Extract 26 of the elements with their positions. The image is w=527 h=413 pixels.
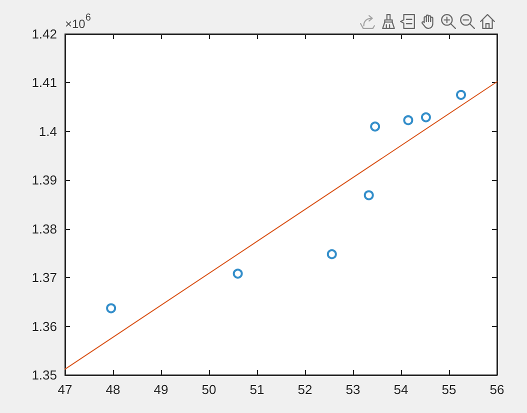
x-tick-label: 52 bbox=[298, 382, 312, 397]
x-tick-label: 55 bbox=[442, 382, 456, 397]
y-tick-label: 1.36 bbox=[32, 318, 57, 334]
point bbox=[106, 303, 116, 314]
point bbox=[456, 90, 466, 100]
x-tick-label: 47 bbox=[58, 382, 72, 397]
point bbox=[232, 268, 243, 279]
point bbox=[364, 190, 374, 200]
x-tick-label: 51 bbox=[250, 382, 264, 397]
x-tick-label: 49 bbox=[154, 382, 168, 397]
y-tick-label: 1.37 bbox=[32, 270, 57, 286]
point bbox=[370, 122, 380, 132]
y-tick-label: 1.38 bbox=[32, 221, 57, 236]
x-tick-label: 54 bbox=[394, 382, 408, 397]
y-tick-label: 1.42 bbox=[32, 26, 57, 42]
point bbox=[403, 115, 414, 126]
point bbox=[420, 112, 431, 122]
y-tick-label: 1.4 bbox=[38, 124, 57, 139]
y-tick-label: 1.41 bbox=[32, 75, 57, 90]
y-tick-label: 1.39 bbox=[32, 172, 57, 188]
y-tick-label: 1.35 bbox=[32, 368, 57, 382]
x-tick-label: 56 bbox=[490, 382, 504, 397]
x-tick-label: 50 bbox=[202, 382, 216, 397]
x-tick-label: 53 bbox=[346, 382, 360, 397]
point bbox=[326, 249, 337, 260]
x-tick-label: 48 bbox=[106, 382, 120, 397]
